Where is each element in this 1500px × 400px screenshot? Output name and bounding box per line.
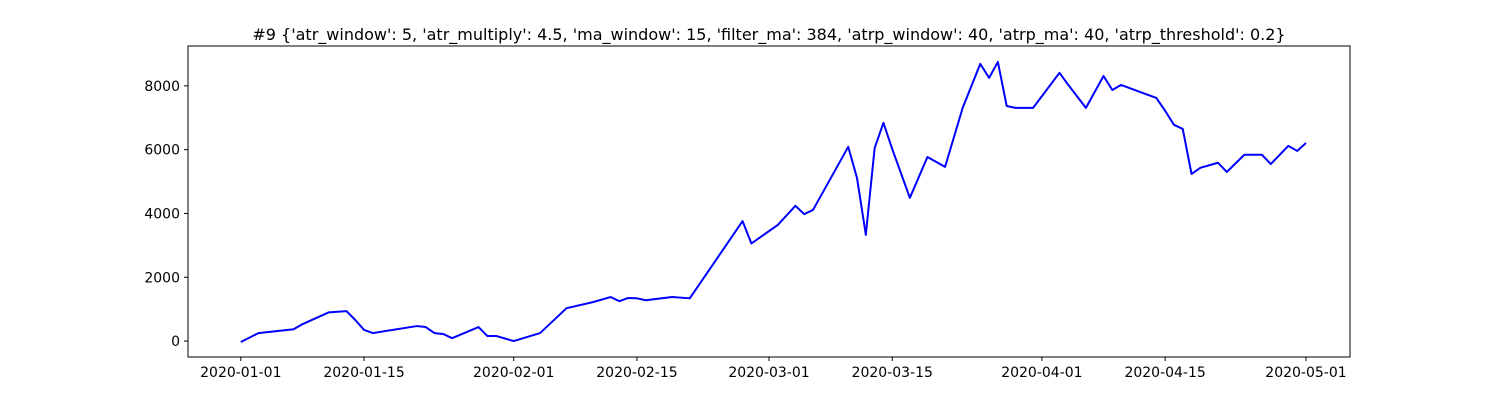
y-tick-label: 2000 — [144, 270, 180, 286]
x-tick-label: 2020-04-01 — [1001, 365, 1082, 381]
x-tick-label: 2020-03-15 — [852, 365, 933, 381]
x-tick-label: 2020-03-01 — [728, 365, 809, 381]
y-tick-label: 0 — [171, 334, 180, 350]
x-tick-label: 2020-01-15 — [323, 365, 404, 381]
x-tick-label: 2020-05-01 — [1265, 365, 1346, 381]
x-tick-label: 2020-02-15 — [596, 365, 677, 381]
line-series — [240, 60, 1307, 343]
y-tick-label: 4000 — [144, 206, 180, 222]
axes-frame — [187, 45, 1351, 358]
x-tick-label: 2020-04-15 — [1124, 365, 1205, 381]
chart-title: #9 {'atr_window': 5, 'atr_multiply': 4.5… — [252, 25, 1285, 45]
y-tick-label: 8000 — [144, 79, 180, 95]
x-tick-label: 2020-01-01 — [200, 365, 281, 381]
y-tick-label: 6000 — [144, 143, 180, 159]
x-tick-label: 2020-02-01 — [473, 365, 554, 381]
